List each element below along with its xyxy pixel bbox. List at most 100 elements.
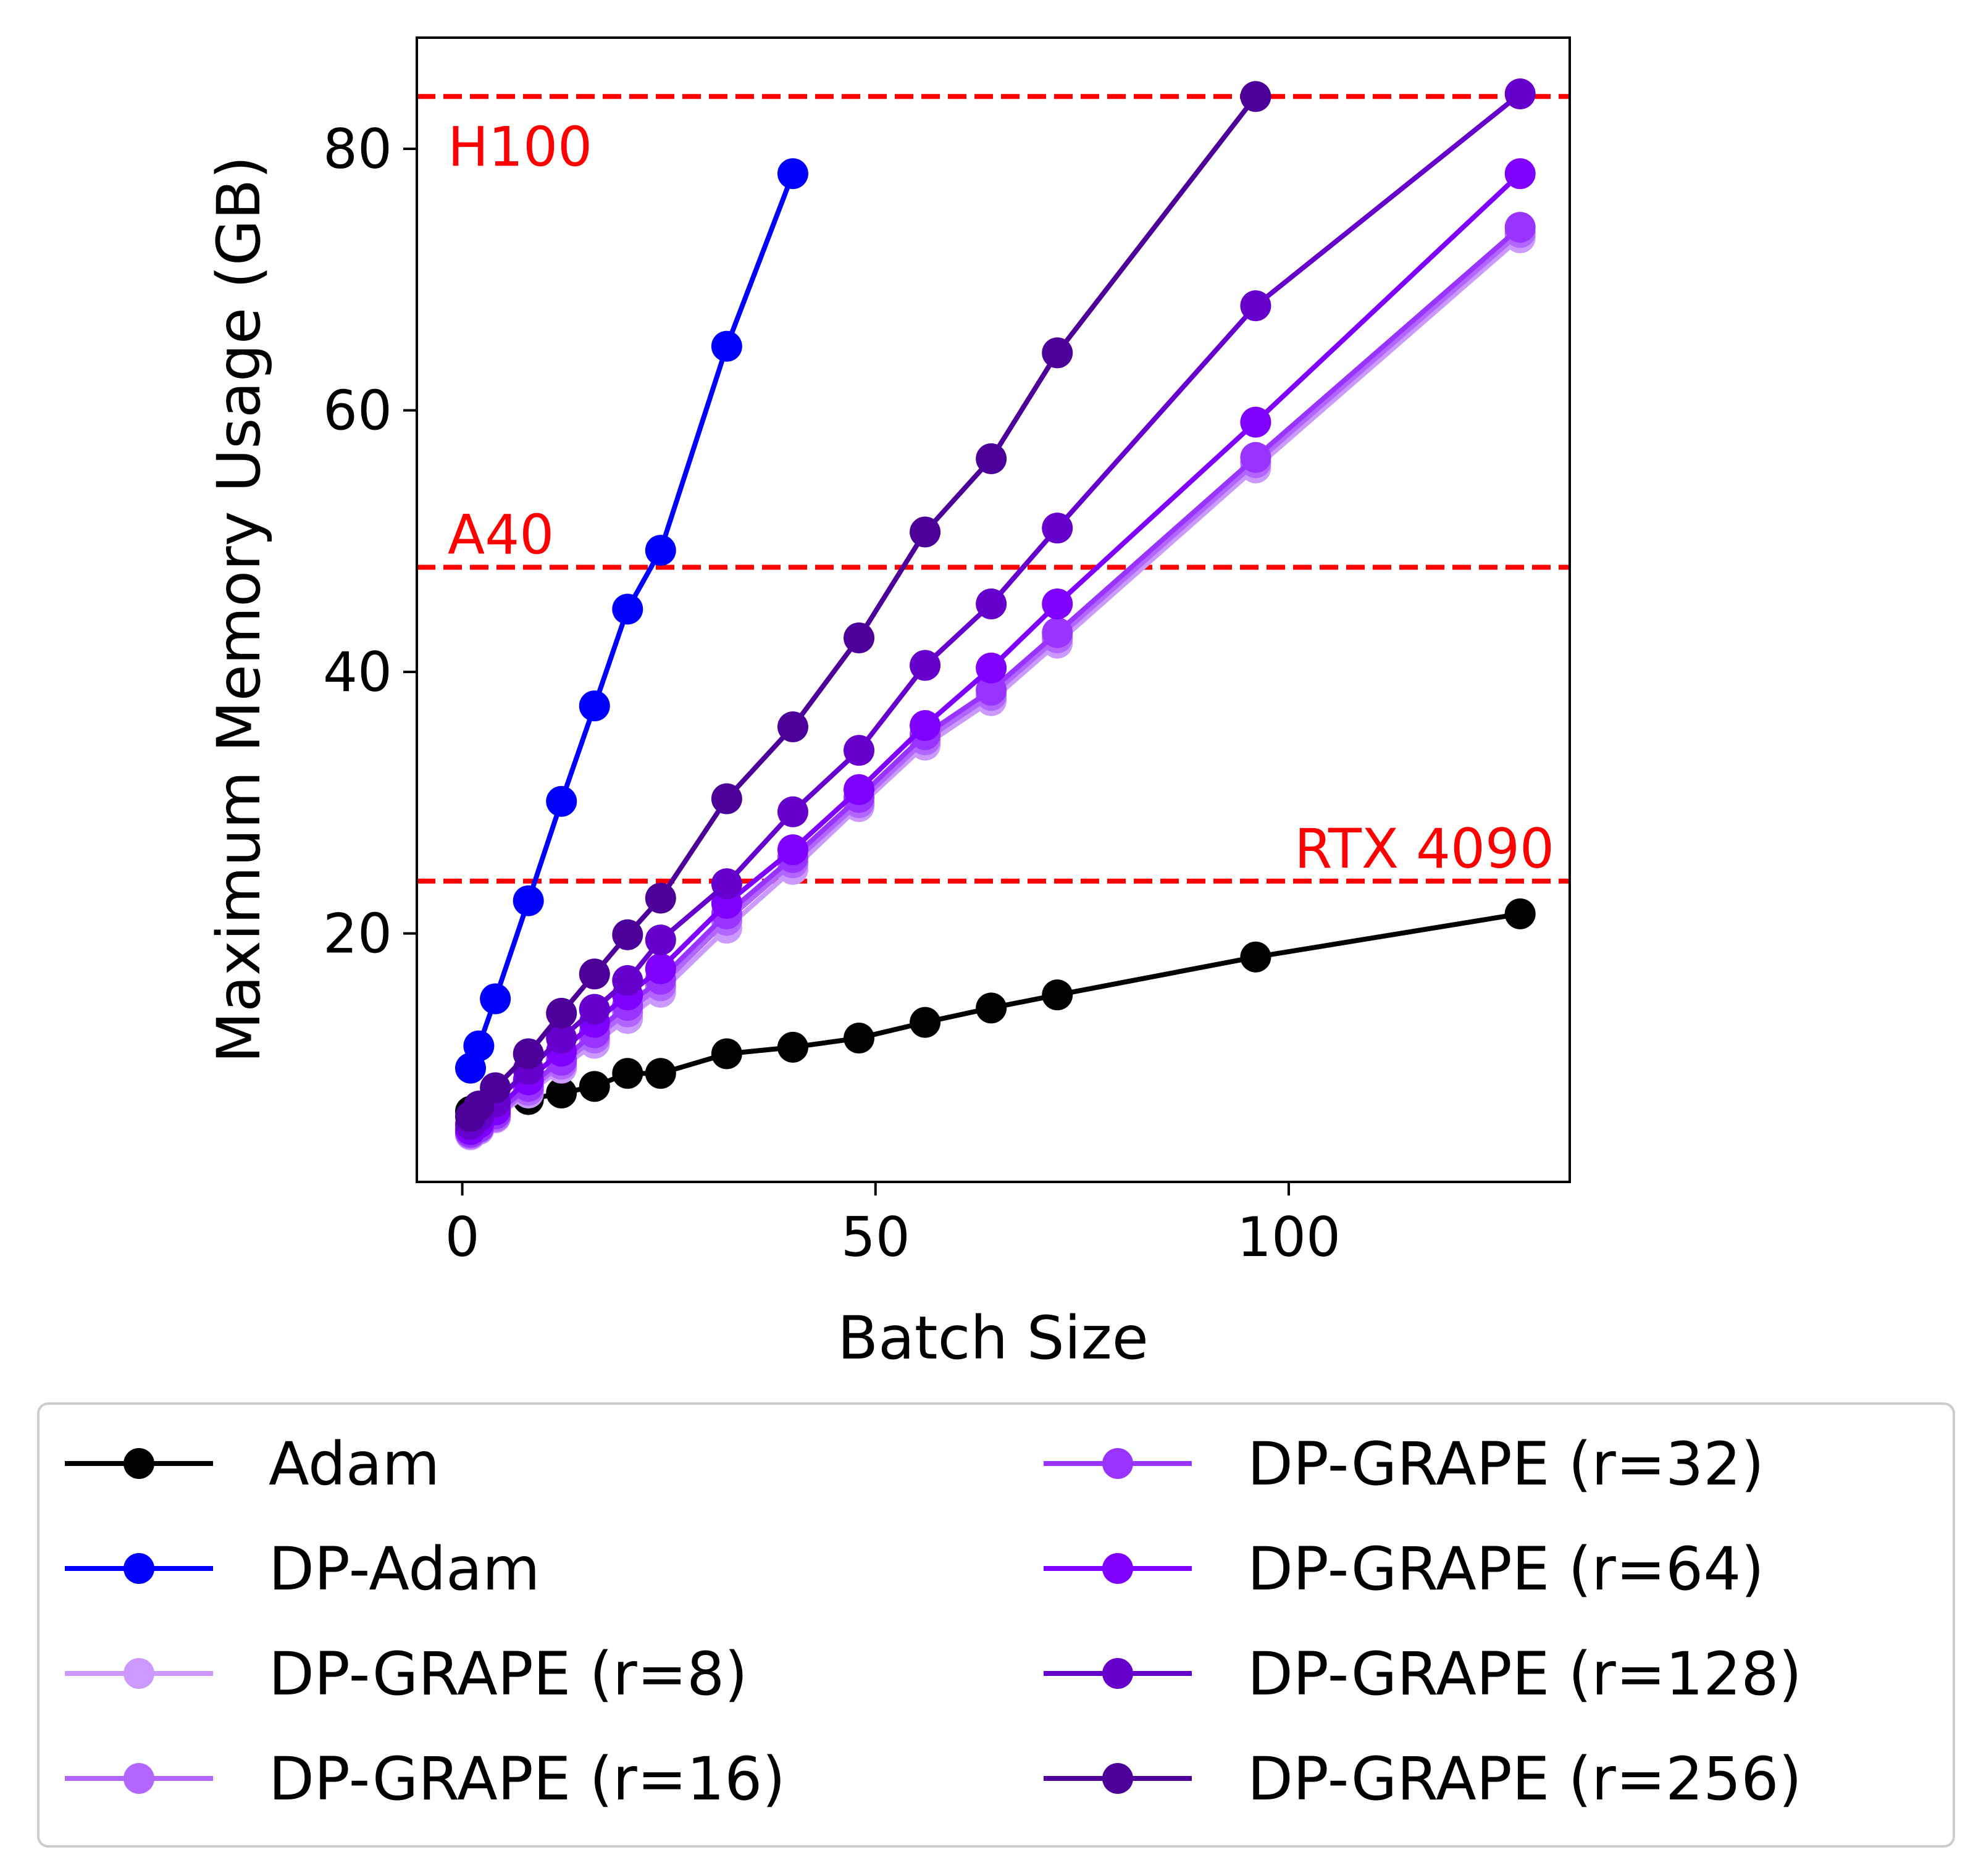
- legend: Adam DP-Adam DP-GRAPE (r=8) DP-GRAPE (r=16)…: [37, 1402, 1955, 1848]
- reference-labels: H100 A40 RTX 4090: [448, 115, 1554, 881]
- data-point-dp-grape-r-256-10: [844, 622, 875, 654]
- series-line-dp-grape-r-32: [469, 225, 1522, 1134]
- y-axis-ticks: 20 40 60 80: [323, 117, 417, 966]
- data-point-dp-adam-9: [777, 158, 808, 190]
- data-point-adam-12: [976, 992, 1007, 1024]
- legend-label: DP-GRAPE (r=8): [269, 1639, 748, 1709]
- data-point-dp-grape-r-256-14: [1240, 81, 1271, 112]
- data-point-dp-adam-7: [645, 535, 676, 566]
- legend-label: DP-GRAPE (r=128): [1247, 1639, 1802, 1709]
- data-point-adam-10: [844, 1023, 875, 1054]
- data-point-dp-grape-r-64-7: [645, 953, 676, 984]
- legend-label: DP-GRAPE (r=64): [1247, 1535, 1764, 1604]
- reference-label-h100: H100: [448, 115, 592, 178]
- series-line-dp-adam: [468, 172, 795, 1070]
- y-tick-label: 80: [323, 117, 392, 181]
- data-point-dp-adam-5: [579, 690, 610, 722]
- data-point-adam-6: [612, 1058, 643, 1089]
- plot-frame: [416, 36, 1571, 1183]
- legend-item-dp-grape-r-8: DP-GRAPE (r=8): [65, 1639, 748, 1709]
- data-point-dp-grape-r-256-2: [480, 1072, 511, 1103]
- x-tick-label: 100: [1237, 1205, 1341, 1269]
- series-line-dp-grape-r-128: [469, 91, 1522, 1126]
- data-point-dp-grape-r-256-11: [910, 516, 941, 548]
- series-dp-adam: [454, 158, 808, 1084]
- data-point-dp-grape-r-256-9: [777, 711, 808, 743]
- legend-marker: [1102, 1763, 1133, 1794]
- data-point-dp-grape-r-64-13: [1042, 588, 1073, 619]
- data-point-dp-adam-3: [513, 885, 544, 916]
- data-point-adam-11: [910, 1007, 941, 1038]
- reference-lines: [417, 94, 1570, 884]
- data-point-dp-grape-r-128-11: [910, 650, 941, 681]
- legend-marker: [124, 1448, 154, 1479]
- data-point-adam-15: [1504, 898, 1536, 929]
- data-point-dp-grape-r-128-9: [777, 796, 808, 827]
- data-point-dp-grape-r-256-4: [546, 997, 577, 1029]
- data-point-adam-4: [546, 1077, 577, 1108]
- legend-marker: [124, 1763, 154, 1794]
- data-point-adam-8: [711, 1038, 742, 1070]
- data-point-dp-grape-r-256-5: [579, 958, 610, 990]
- legend-item-dp-grape-r-16: DP-GRAPE (r=16): [65, 1744, 785, 1814]
- legend-marker: [124, 1658, 154, 1689]
- data-point-dp-grape-r-32-15: [1504, 212, 1536, 243]
- data-point-dp-grape-r-128-10: [844, 735, 875, 766]
- x-axis-ticks: 0 50 100: [445, 1182, 1341, 1269]
- data-point-dp-grape-r-256-7: [645, 882, 676, 914]
- data-point-dp-grape-r-256-13: [1042, 337, 1073, 369]
- data-point-dp-grape-r-32-14: [1240, 442, 1271, 473]
- data-point-dp-grape-r-128-5: [579, 994, 610, 1025]
- reference-label-rtx-4090: RTX 4090: [1294, 817, 1554, 881]
- series-line-dp-grape-r-64: [469, 172, 1522, 1132]
- data-point-dp-grape-r-64-12: [976, 652, 1007, 684]
- data-point-dp-adam-4: [546, 785, 577, 817]
- y-tick-label: 20: [323, 902, 392, 966]
- data-point-dp-grape-r-128-15: [1504, 78, 1536, 110]
- legend-frame: [37, 1402, 1955, 1848]
- legend-label: DP-GRAPE (r=16): [269, 1744, 785, 1814]
- series-dp-grape-r-256: [454, 81, 1271, 1133]
- data-point-adam-5: [579, 1071, 610, 1102]
- data-point-dp-adam-1: [463, 1030, 495, 1062]
- y-tick-label: 60: [323, 379, 392, 443]
- legend-item-dp-grape-r-32: DP-GRAPE (r=32): [1044, 1430, 1764, 1499]
- data-point-dp-grape-r-64-11: [910, 710, 941, 741]
- data-point-dp-grape-r-32-13: [1042, 617, 1073, 648]
- data-point-dp-grape-r-128-6: [612, 965, 643, 996]
- legend-item-dp-grape-r-128: DP-GRAPE (r=128): [1044, 1639, 1802, 1709]
- y-axis-label: Maximum Memory Usage (GB): [204, 156, 274, 1063]
- data-point-adam-14: [1240, 941, 1271, 973]
- data-point-adam-7: [645, 1058, 676, 1089]
- legend-item-adam: Adam: [65, 1430, 440, 1499]
- data-point-dp-grape-r-64-10: [844, 774, 875, 805]
- data-point-dp-grape-r-128-7: [645, 924, 676, 956]
- legend-label: DP-GRAPE (r=32): [1247, 1430, 1764, 1499]
- legend-item-dp-grape-r-64: DP-GRAPE (r=64): [1044, 1535, 1764, 1604]
- data-point-dp-grape-r-64-15: [1504, 158, 1536, 190]
- x-axis-label: Batch Size: [837, 1304, 1149, 1373]
- data-point-dp-grape-r-128-4: [546, 1023, 577, 1054]
- data-point-adam-13: [1042, 979, 1073, 1011]
- data-series: [454, 78, 1536, 1150]
- legend-item-dp-grape-r-256: DP-GRAPE (r=256): [1044, 1744, 1802, 1814]
- data-point-dp-grape-r-256-12: [976, 443, 1007, 474]
- x-tick-label: 50: [841, 1205, 910, 1269]
- legend-label: Adam: [269, 1430, 440, 1499]
- legend-marker: [1102, 1448, 1133, 1479]
- data-point-dp-grape-r-256-6: [612, 919, 643, 950]
- x-tick-label: 0: [445, 1205, 480, 1269]
- data-point-adam-9: [777, 1031, 808, 1063]
- data-point-dp-adam-8: [711, 330, 742, 362]
- y-tick-label: 40: [323, 640, 392, 704]
- data-point-dp-grape-r-128-13: [1042, 513, 1073, 544]
- legend-marker: [124, 1553, 154, 1584]
- data-point-dp-grape-r-64-14: [1240, 406, 1271, 438]
- legend-label: DP-Adam: [269, 1535, 540, 1604]
- reference-label-a40: A40: [448, 503, 554, 567]
- legend-label: DP-GRAPE (r=256): [1247, 1744, 1802, 1814]
- legend-marker: [1102, 1658, 1133, 1689]
- data-point-dp-grape-r-64-9: [777, 834, 808, 866]
- data-point-dp-adam-6: [612, 593, 643, 625]
